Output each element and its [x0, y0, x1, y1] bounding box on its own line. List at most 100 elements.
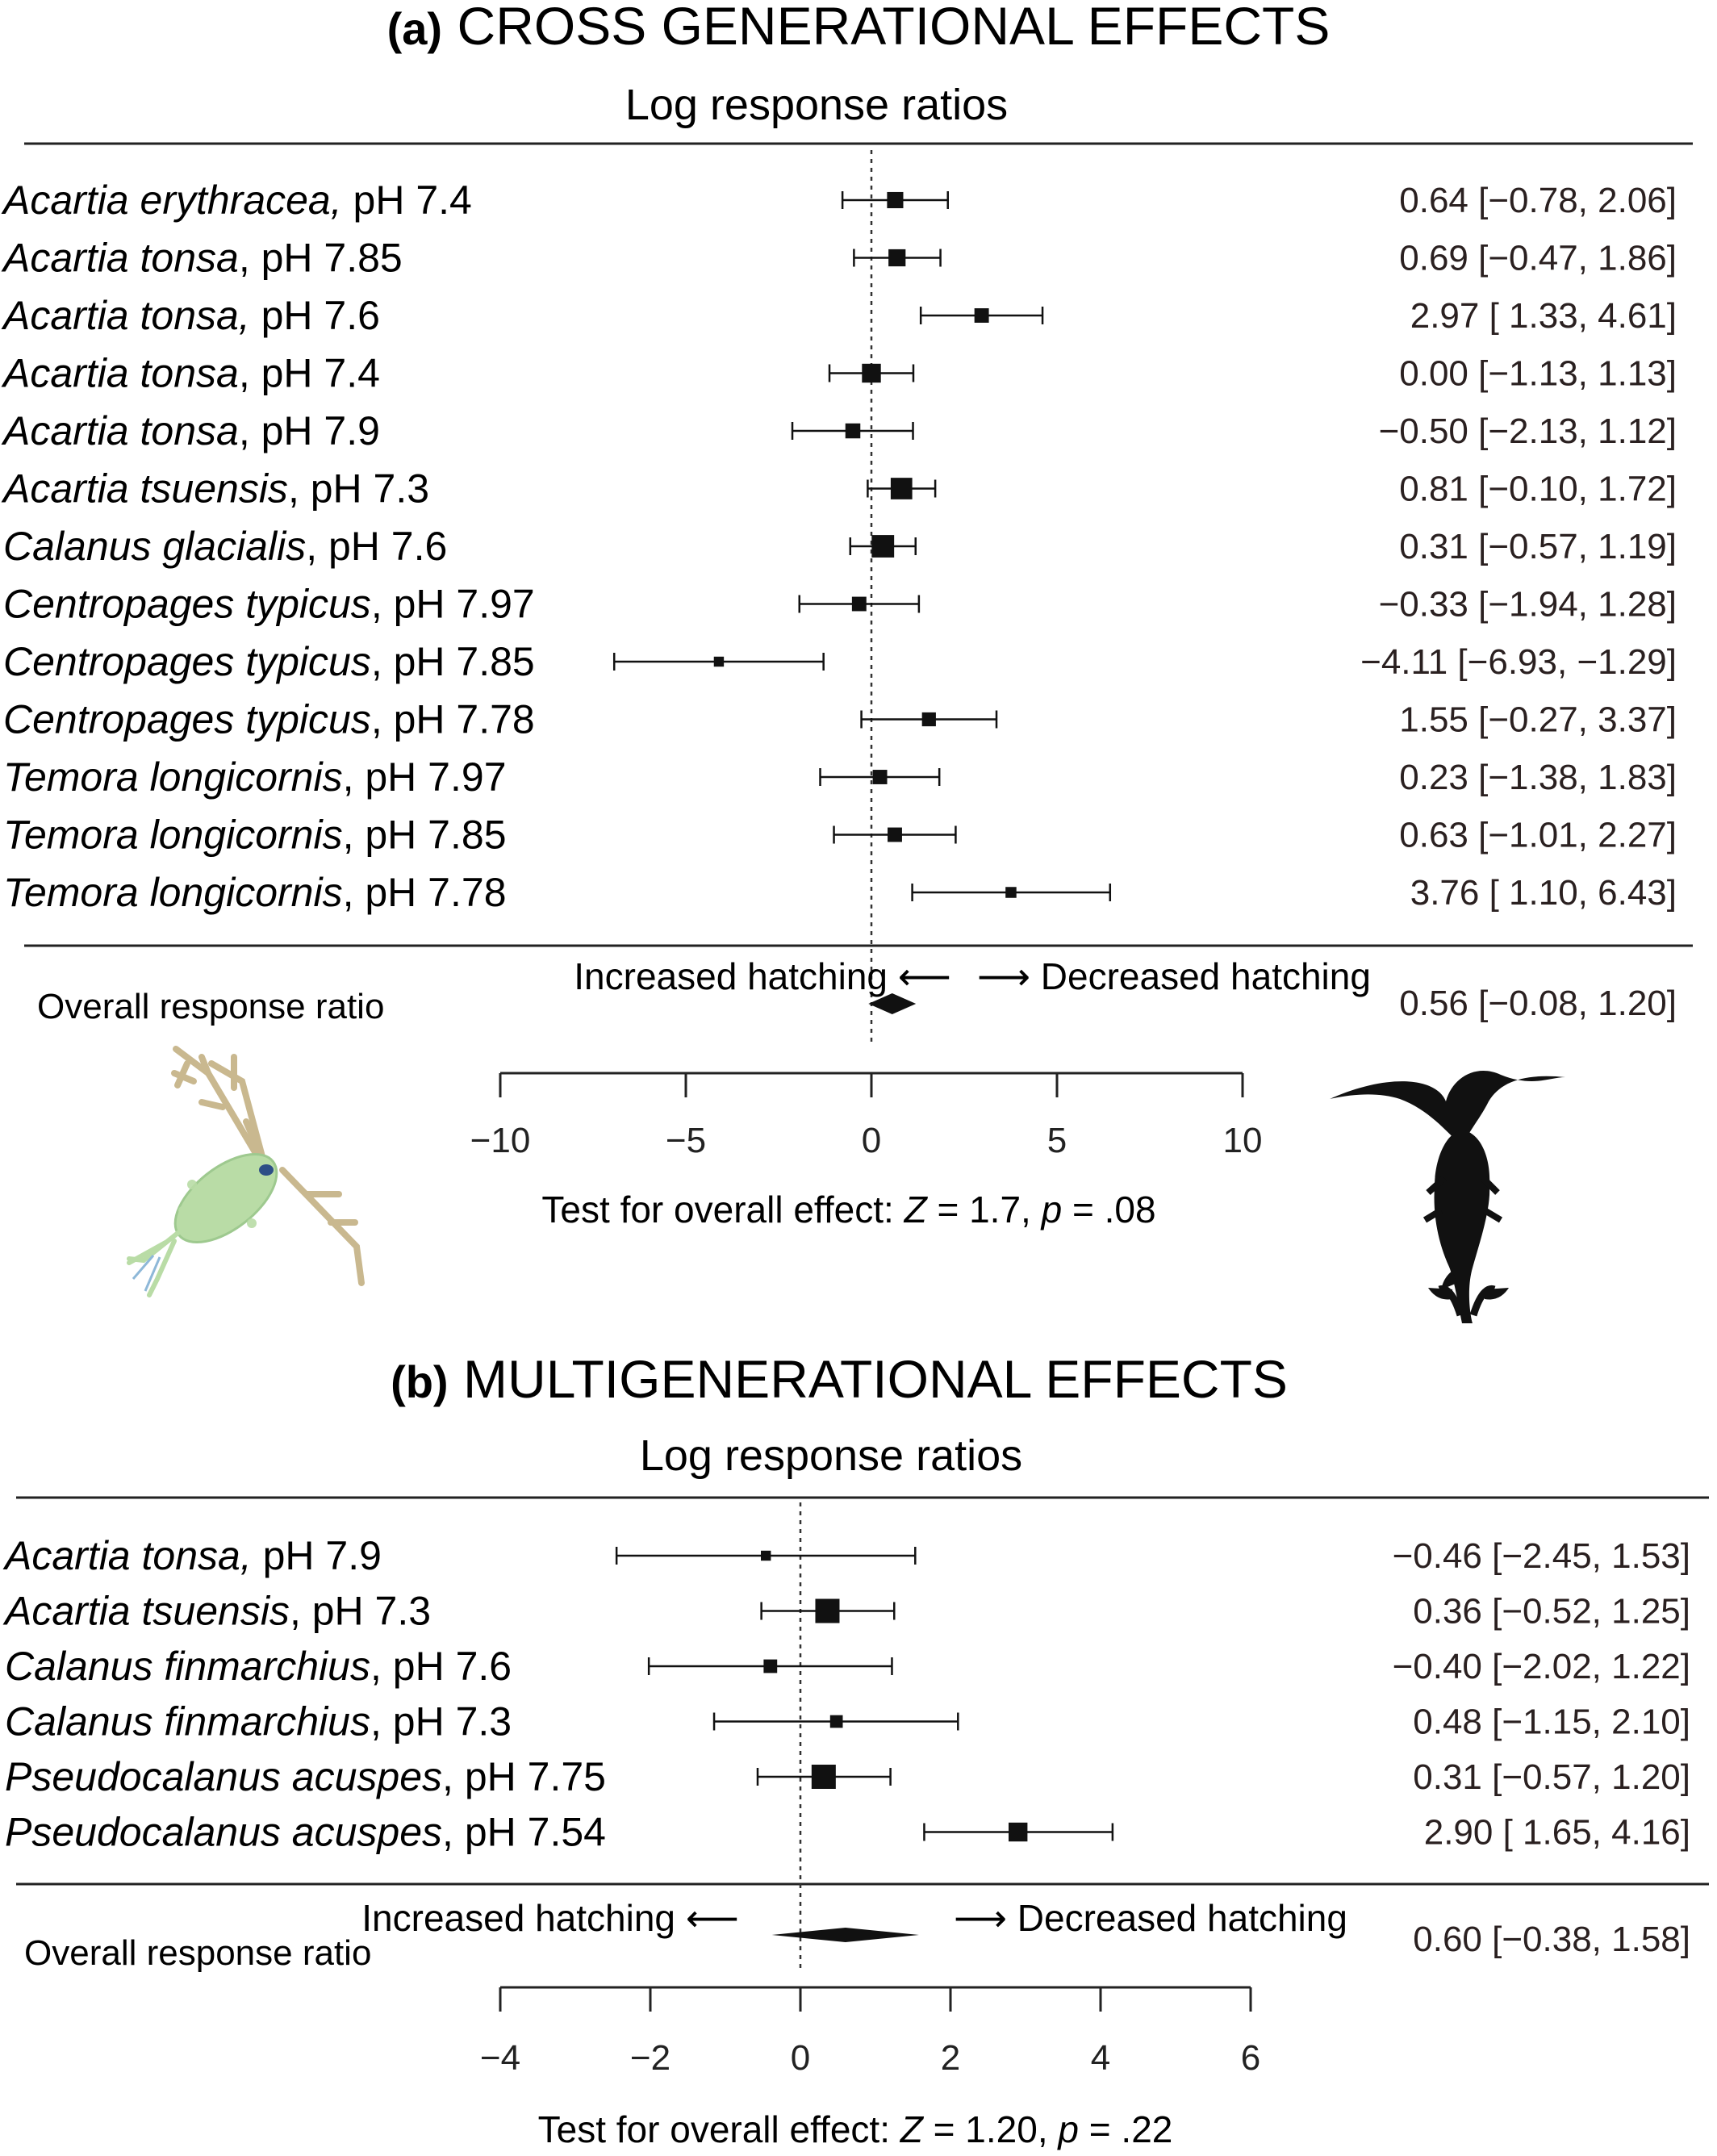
- point-estimate: [1005, 887, 1017, 898]
- species-name: Acartia erythracea,: [1, 178, 342, 223]
- ci-value: −0.40 [−2.02, 1.22]: [1393, 1647, 1690, 1686]
- panel-b-increased-hatching: Increased hatching ⟵: [361, 1897, 738, 1939]
- panel-b-p-value: = .22: [1079, 2108, 1172, 2150]
- panel-a-x-axis: −10 −5 0 5 10: [470, 1072, 1263, 1160]
- panel-a-z-value: = 1.7,: [927, 1189, 1042, 1231]
- study-condition: , pH 7.3: [290, 1589, 431, 1634]
- species-name: Calanus finmarchius: [5, 1699, 370, 1744]
- panel-b-study-rows: Acartia tonsa, pH 7.9 −0.46 [−2.45, 1.53]…: [2, 1533, 1690, 1855]
- species-name: Acartia tonsa: [1, 236, 239, 281]
- point-estimate: [1009, 1822, 1028, 1842]
- species-name: Temora longicornis: [3, 870, 343, 915]
- study-condition: , pH 7.78: [371, 697, 535, 742]
- point-estimate: [888, 249, 906, 267]
- study-row: Acartia tonsa, pH 7.4 0.00 [−1.13, 1.13]: [1, 351, 1677, 396]
- panel-b-test-statistic: Test for overall effect: Z = 1.20, p = .…: [538, 2108, 1173, 2150]
- panel-a-decreased-hatching: ⟶ Decreased hatching: [977, 955, 1371, 997]
- panel-a-test-statistic: Test for overall effect: Z = 1.7, p = .0…: [541, 1189, 1155, 1231]
- ci-value: 0.00 [−1.13, 1.13]: [1399, 354, 1677, 394]
- study-label: Calanus finmarchius, pH 7.6: [5, 1644, 512, 1689]
- study-condition: , pH 7.54: [442, 1810, 606, 1855]
- point-estimate: [862, 363, 881, 383]
- study-condition: , pH 7.78: [343, 870, 507, 915]
- study-row: Centropages typicus, pH 7.97 −0.33 [−1.94…: [3, 582, 1677, 627]
- study-label: Acartia tonsa, pH 7.9: [2, 1533, 382, 1578]
- point-estimate: [888, 827, 902, 842]
- tick-label: 6: [1241, 2038, 1260, 2078]
- study-row: Acartia tonsa, pH 7.9 −0.50 [−2.13, 1.12]: [1, 408, 1677, 453]
- panel-a-title: (a) CROSS GENERATIONAL EFFECTS: [387, 0, 1331, 56]
- study-row: Acartia tsuensis, pH 7.3 0.81 [−0.10, 1.7…: [1, 466, 1677, 512]
- point-estimate: [872, 770, 888, 784]
- panel-b: (b) MULTIGENERATIONAL EFFECTS Log respon…: [2, 1349, 1709, 2150]
- study-row: Acartia tsuensis, pH 7.3 0.36 [−0.52, 1.2…: [2, 1589, 1690, 1634]
- study-label: Acartia tonsa, pH 7.85: [1, 236, 403, 281]
- panel-b-x-axis: −4 −2 0 2 4 6: [480, 1986, 1260, 2078]
- species-name: Acartia tonsa,: [2, 1533, 252, 1578]
- panel-b-decreased-hatching: ⟶ Decreased hatching: [954, 1897, 1347, 1939]
- study-label: Acartia tonsa, pH 7.4: [1, 351, 380, 396]
- panel-a-title-text: CROSS GENERATIONAL EFFECTS: [457, 0, 1331, 56]
- copepod-silhouette-icon: [1330, 1071, 1565, 1323]
- study-label: Temora longicornis, pH 7.78: [3, 870, 507, 915]
- panel-a-increased-hatching: Increased hatching ⟵: [574, 955, 950, 997]
- study-condition: , pH 7.85: [343, 813, 507, 858]
- study-row: Temora longicornis, pH 7.85 0.63 [−1.01, …: [3, 813, 1677, 858]
- species-name: Centropages typicus: [3, 639, 371, 684]
- ci-value: 0.36 [−0.52, 1.25]: [1413, 1592, 1690, 1632]
- panel-b-title: (b) MULTIGENERATIONAL EFFECTS: [391, 1349, 1288, 1409]
- species-name: Temora longicornis: [3, 754, 343, 800]
- ci-value: −0.33 [−1.94, 1.28]: [1379, 585, 1677, 625]
- copepod-drawing-icon: [127, 1046, 365, 1297]
- ci-value: −0.46 [−2.45, 1.53]: [1393, 1536, 1690, 1576]
- point-estimate: [974, 308, 989, 323]
- species-name: Pseudocalanus acuspes: [5, 1754, 442, 1799]
- study-row: Calanus finmarchius, pH 7.3 0.48 [−1.15, …: [5, 1699, 1690, 1744]
- ci-value: 0.69 [−0.47, 1.86]: [1399, 239, 1677, 278]
- study-row: Acartia tonsa, pH 7.6 2.97 [ 1.33, 4.61]: [1, 293, 1677, 338]
- panel-b-p-symbol: p: [1056, 2108, 1079, 2150]
- study-label: Centropages typicus, pH 7.78: [3, 697, 535, 742]
- tick-label: 4: [1091, 2038, 1110, 2078]
- study-row: Centropages typicus, pH 7.78 1.55 [−0.27,…: [3, 697, 1677, 742]
- point-estimate: [887, 191, 904, 209]
- study-row: Calanus finmarchius, pH 7.6 −0.40 [−2.02,…: [5, 1644, 1690, 1689]
- study-condition: , pH 7.3: [288, 466, 429, 512]
- study-label: Temora longicornis, pH 7.97: [3, 754, 507, 800]
- study-label: Acartia tonsa, pH 7.9: [1, 408, 380, 453]
- study-label: Temora longicornis, pH 7.85: [3, 813, 507, 858]
- point-estimate: [713, 656, 725, 667]
- study-row: Acartia tonsa, pH 7.9 −0.46 [−2.45, 1.53]: [2, 1533, 1690, 1578]
- study-label: Calanus glacialis, pH 7.6: [3, 524, 447, 569]
- point-estimate: [829, 1715, 843, 1728]
- study-condition: pH 7.6: [250, 293, 380, 338]
- study-row: Calanus glacialis, pH 7.6 0.31 [−0.57, 1.…: [3, 524, 1677, 569]
- study-condition: , pH 7.3: [370, 1699, 512, 1744]
- study-label: Pseudocalanus acuspes, pH 7.54: [5, 1810, 606, 1855]
- study-condition: , pH 7.6: [370, 1644, 512, 1689]
- species-name: Acartia tonsa,: [1, 293, 250, 338]
- point-estimate: [811, 1765, 836, 1789]
- tick-label: 0: [791, 2038, 810, 2078]
- tick-label: 2: [941, 2038, 960, 2078]
- study-condition: , pH 7.6: [306, 524, 447, 569]
- panel-b-overall-label: Overall response ratio: [24, 1933, 371, 1973]
- panel-a-z-symbol: Z: [904, 1189, 929, 1231]
- panel-b-z-value: = 1.20,: [923, 2108, 1059, 2150]
- study-label: Acartia tsuensis, pH 7.3: [1, 466, 429, 512]
- study-row: Temora longicornis, pH 7.97 0.23 [−1.38, …: [3, 754, 1677, 800]
- tick-label: 10: [1223, 1121, 1263, 1160]
- ci-value: 0.23 [−1.38, 1.83]: [1399, 758, 1677, 797]
- study-row: Pseudocalanus acuspes, pH 7.75 0.31 [−0.5…: [5, 1754, 1690, 1799]
- species-name: Acartia tonsa: [1, 408, 239, 453]
- point-estimate: [761, 1550, 771, 1561]
- ci-value: 2.97 [ 1.33, 4.61]: [1410, 296, 1677, 336]
- ci-value: 1.55 [−0.27, 3.37]: [1399, 700, 1677, 740]
- study-label: Acartia erythracea, pH 7.4: [1, 178, 472, 223]
- study-condition: , pH 7.85: [239, 236, 403, 281]
- study-row: Pseudocalanus acuspes, pH 7.54 2.90 [ 1.6…: [5, 1810, 1690, 1855]
- panel-b-label: (b): [391, 1356, 449, 1407]
- ci-value: 3.76 [ 1.10, 6.43]: [1410, 873, 1677, 913]
- species-name: Acartia tsuensis: [2, 1589, 290, 1634]
- study-condition: , pH 7.85: [371, 639, 535, 684]
